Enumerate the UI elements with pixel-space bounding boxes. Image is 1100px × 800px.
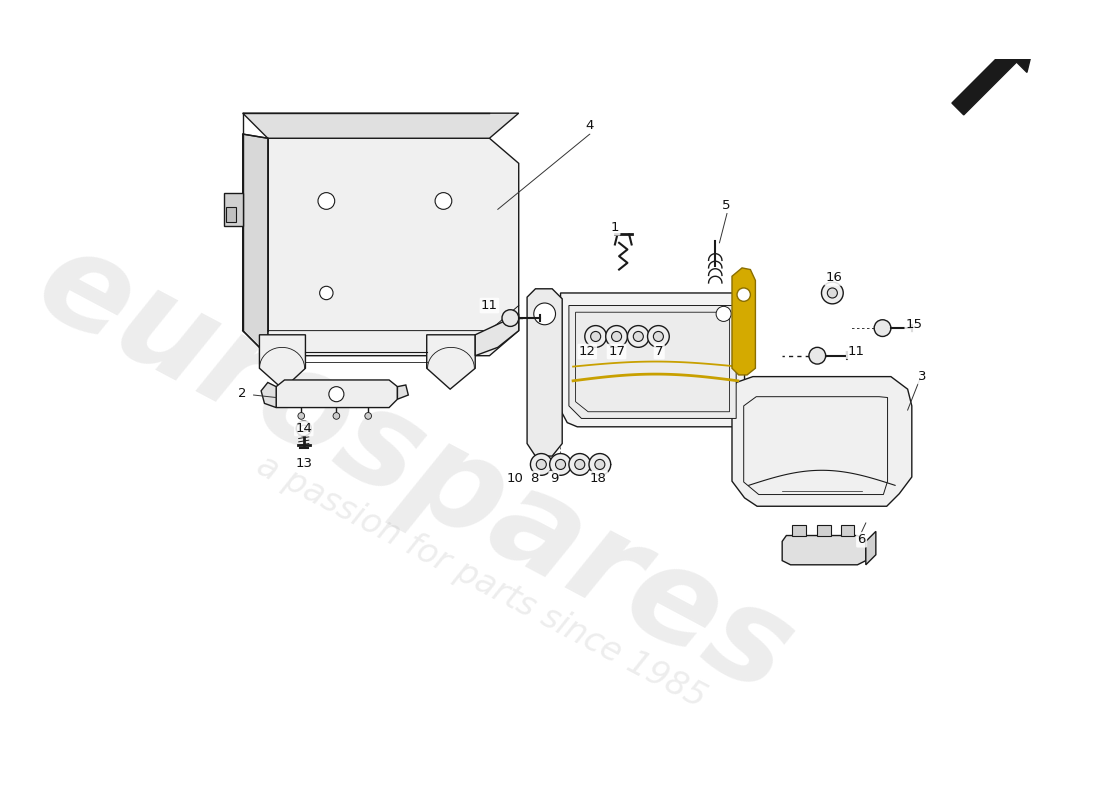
- Circle shape: [808, 347, 826, 364]
- Text: 16: 16: [826, 271, 843, 285]
- Polygon shape: [732, 268, 756, 375]
- Text: 13: 13: [295, 457, 312, 470]
- Text: 10: 10: [506, 472, 522, 485]
- Text: 5: 5: [722, 198, 730, 212]
- Circle shape: [634, 331, 643, 342]
- Polygon shape: [782, 535, 866, 565]
- Circle shape: [550, 454, 571, 475]
- Text: 14: 14: [295, 422, 312, 435]
- Circle shape: [296, 421, 311, 436]
- Circle shape: [612, 331, 621, 342]
- Circle shape: [537, 459, 547, 470]
- Circle shape: [648, 326, 669, 347]
- Text: 8: 8: [530, 472, 539, 485]
- Text: 15: 15: [905, 318, 923, 331]
- Polygon shape: [267, 138, 519, 356]
- Text: 3: 3: [918, 370, 927, 383]
- Circle shape: [365, 413, 372, 419]
- Circle shape: [436, 193, 452, 210]
- Text: eurospares: eurospares: [15, 217, 813, 721]
- Polygon shape: [261, 382, 276, 407]
- Circle shape: [569, 454, 591, 475]
- Circle shape: [534, 303, 556, 325]
- Circle shape: [591, 331, 601, 342]
- Circle shape: [737, 288, 750, 302]
- Polygon shape: [397, 385, 408, 399]
- Polygon shape: [561, 293, 745, 426]
- Circle shape: [333, 413, 340, 419]
- Circle shape: [320, 286, 333, 300]
- Polygon shape: [226, 207, 236, 222]
- Polygon shape: [840, 525, 854, 535]
- Polygon shape: [243, 134, 267, 356]
- Polygon shape: [276, 380, 397, 407]
- Circle shape: [575, 459, 585, 470]
- Text: 12: 12: [579, 345, 596, 358]
- Text: 7: 7: [654, 345, 663, 358]
- Circle shape: [530, 454, 552, 475]
- Polygon shape: [260, 334, 306, 389]
- Polygon shape: [866, 531, 876, 565]
- Polygon shape: [792, 525, 805, 535]
- Circle shape: [556, 459, 565, 470]
- Circle shape: [627, 326, 649, 347]
- Circle shape: [606, 326, 627, 347]
- Text: 4: 4: [585, 119, 594, 132]
- Circle shape: [329, 386, 344, 402]
- Circle shape: [716, 306, 732, 322]
- Text: 1: 1: [610, 222, 619, 234]
- Polygon shape: [732, 377, 912, 506]
- Circle shape: [300, 425, 307, 432]
- Text: 9: 9: [550, 472, 558, 485]
- Polygon shape: [475, 314, 519, 356]
- Polygon shape: [224, 193, 243, 226]
- Text: 2: 2: [239, 387, 248, 400]
- Polygon shape: [427, 334, 475, 389]
- Circle shape: [822, 282, 844, 304]
- Polygon shape: [527, 289, 562, 456]
- Polygon shape: [817, 525, 830, 535]
- Circle shape: [874, 320, 891, 337]
- Circle shape: [595, 459, 605, 470]
- Text: 11: 11: [481, 299, 498, 312]
- Circle shape: [588, 454, 610, 475]
- FancyArrow shape: [952, 30, 1037, 115]
- Circle shape: [827, 288, 837, 298]
- Text: 11: 11: [847, 345, 865, 358]
- Text: 18: 18: [590, 472, 606, 485]
- Circle shape: [653, 331, 663, 342]
- Circle shape: [502, 310, 519, 326]
- Polygon shape: [569, 306, 736, 418]
- Polygon shape: [243, 113, 519, 138]
- Circle shape: [298, 413, 305, 419]
- Text: 6: 6: [857, 534, 866, 546]
- Text: a passion for parts since 1985: a passion for parts since 1985: [251, 449, 712, 714]
- Circle shape: [585, 326, 606, 347]
- Text: 17: 17: [608, 345, 625, 358]
- Circle shape: [318, 193, 334, 210]
